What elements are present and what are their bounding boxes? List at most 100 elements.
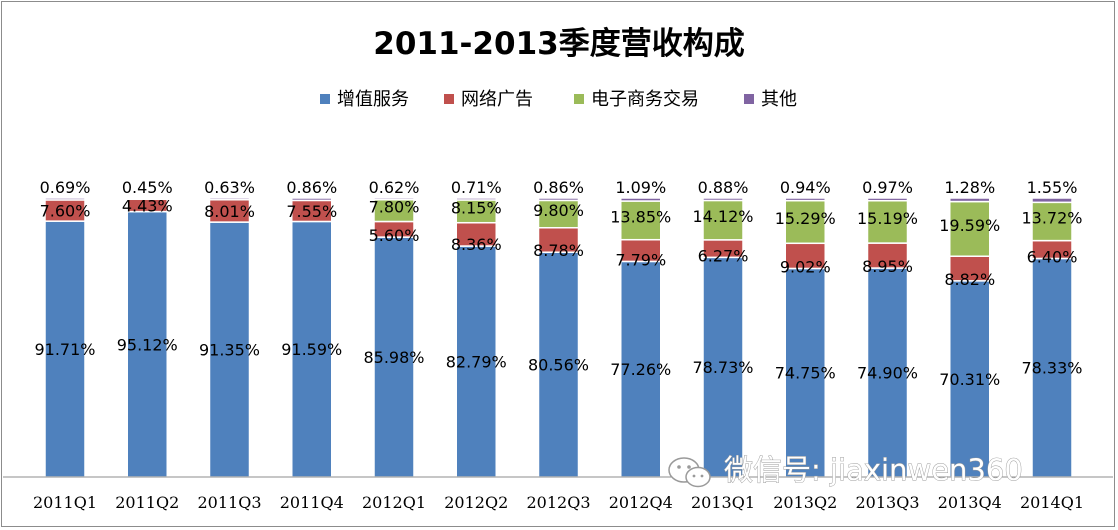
- bar-segment: [373, 197, 415, 201]
- bar-segment: [620, 260, 662, 478]
- data-label: 78.33%: [1021, 359, 1082, 378]
- legend-swatch: [744, 94, 754, 104]
- x-tick-label: 2014Q1: [1020, 493, 1084, 512]
- x-tick-label: 2013Q1: [691, 493, 755, 512]
- data-label: 9.80%: [533, 201, 584, 220]
- data-label: 0.69%: [40, 178, 91, 197]
- bar-segment: [44, 197, 86, 201]
- bar-segment: [866, 267, 909, 478]
- x-tick-label: 2013Q4: [938, 493, 1002, 512]
- data-label: 82.79%: [446, 353, 507, 372]
- watermark: 微信号: jiaxinwen360: [668, 453, 1023, 488]
- data-label: 7.60%: [40, 202, 91, 221]
- legend: 增值服务 网络广告 电子商务交易 其他: [320, 89, 797, 110]
- x-tick-label: 2011Q4: [280, 493, 344, 512]
- data-label: 7.79%: [615, 250, 666, 269]
- data-label: 8.78%: [533, 241, 584, 260]
- bar-stack: 80.56% 8.78% 9.80% 0.86%: [528, 178, 589, 478]
- bar-segment: [126, 210, 168, 478]
- watermark-text: 微信号: jiaxinwen360: [724, 453, 1023, 487]
- legend-item: 电子商务交易: [574, 89, 699, 110]
- chart-title: 2011-2013季度营收构成: [373, 26, 744, 62]
- x-tick-label: 2012Q1: [362, 493, 426, 512]
- bar-stack: 78.73% 6.27% 14.12% 0.88%: [692, 178, 754, 478]
- legend-item: 增值服务: [320, 89, 409, 110]
- bar-stack: 91.35% 8.01% 0.63%: [199, 178, 260, 478]
- data-label: 74.75%: [775, 364, 836, 383]
- data-label: 4.43%: [122, 196, 173, 215]
- data-label: 1.55%: [1027, 178, 1078, 197]
- legend-swatch: [320, 94, 330, 104]
- bar-segment: [949, 197, 991, 203]
- legend-label: 其他: [761, 89, 797, 110]
- legend-label: 增值服务: [337, 89, 409, 110]
- data-label: 19.59%: [939, 216, 1000, 235]
- data-label: 77.26%: [610, 360, 671, 379]
- data-label: 6.40%: [1027, 247, 1078, 266]
- bar-segment: [702, 256, 744, 478]
- bar-stack: 77.26% 7.79% 13.85% 1.09%: [610, 178, 671, 478]
- data-label: 78.73%: [692, 358, 753, 377]
- bar-segment: [949, 280, 991, 478]
- data-label: 91.71%: [34, 340, 95, 359]
- data-label: 7.55%: [286, 202, 337, 221]
- data-label: 8.36%: [451, 235, 502, 254]
- data-label: 0.94%: [780, 178, 831, 197]
- bar-segment: [949, 200, 991, 257]
- data-label: 85.98%: [363, 348, 424, 367]
- bar-segment: [866, 197, 909, 202]
- data-label: 0.71%: [451, 178, 502, 197]
- bar-segment: [126, 197, 168, 201]
- bar-segment: [44, 220, 86, 478]
- data-label: 91.35%: [199, 341, 260, 360]
- bar-stack: 70.31% 8.82% 19.59% 1.28%: [939, 178, 1000, 478]
- x-tick-label: 2011Q3: [197, 493, 261, 512]
- x-axis-ticks: 2011Q1 2011Q2 2011Q3 2011Q4 2012Q1 2012Q2 2012…: [33, 493, 1084, 512]
- bar-stack: 78.33% 6.40% 13.72% 1.55%: [1021, 178, 1083, 478]
- bar-stack: 82.79% 8.36% 8.15%0.71%: [446, 178, 507, 478]
- bar-stack: 85.98% 5.60% 7.80%0.62%: [363, 178, 425, 478]
- bar-segment: [866, 242, 909, 269]
- bar-segment: [1031, 197, 1073, 204]
- legend-label: 电子商务交易: [591, 89, 699, 110]
- data-label: 14.12%: [692, 207, 753, 226]
- data-label: 8.82%: [944, 270, 995, 289]
- legend-swatch: [444, 94, 454, 104]
- bar-stack: 91.71% 7.60% 0.69%: [34, 178, 96, 478]
- bar-segment: [291, 197, 333, 202]
- data-label: 13.85%: [610, 207, 671, 226]
- bar-segment: [949, 255, 991, 282]
- bar-segment: [455, 245, 497, 478]
- data-label: 0.86%: [286, 178, 337, 197]
- bar-stack: 74.75% 9.02% 15.29% 0.94%: [775, 178, 836, 478]
- bar-segment: [537, 226, 580, 253]
- data-label: 15.29%: [775, 209, 836, 228]
- data-label: 8.15%: [451, 198, 502, 217]
- bar-segment: [784, 197, 826, 202]
- data-label: 0.63%: [204, 178, 255, 197]
- bar-stack: 95.12% 4.43%0.45%: [117, 178, 178, 478]
- bar-segment: [702, 197, 744, 202]
- bar-segment: [373, 236, 415, 478]
- x-tick-label: 2011Q2: [115, 493, 179, 512]
- x-tick-label: 2013Q3: [855, 493, 919, 512]
- data-label: 70.31%: [939, 370, 1000, 389]
- bar-segment: [784, 242, 826, 270]
- data-label: 95.12%: [117, 335, 178, 354]
- bar-segment: [702, 199, 744, 241]
- data-label: 0.86%: [533, 178, 584, 197]
- data-label: 1.28%: [944, 178, 995, 197]
- data-label: 5.60%: [369, 226, 420, 245]
- bar-segment: [1031, 201, 1073, 242]
- data-label: 8.95%: [862, 257, 913, 276]
- data-label: 13.72%: [1021, 208, 1082, 227]
- wechat-icon: [668, 457, 711, 488]
- bar-segment: [455, 197, 497, 201]
- legend-label: 网络广告: [461, 89, 533, 110]
- data-label: 0.45%: [122, 178, 173, 197]
- data-label: 9.02%: [780, 257, 831, 276]
- data-label: 80.56%: [528, 356, 589, 375]
- data-label: 8.01%: [204, 202, 255, 221]
- x-tick-label: 2012Q3: [526, 493, 590, 512]
